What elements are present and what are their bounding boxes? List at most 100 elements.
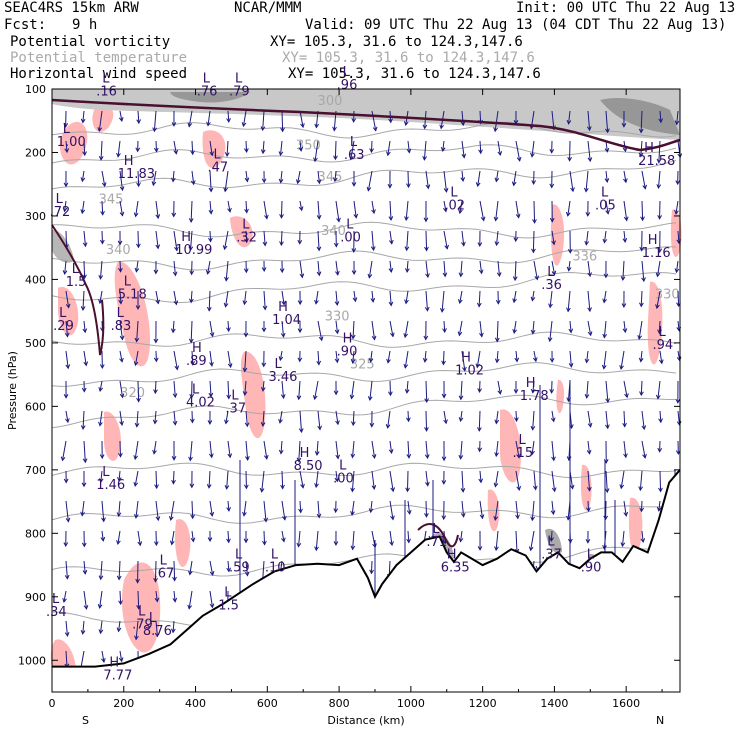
wind-arrowhead (189, 298, 194, 304)
wind-arrowhead (281, 300, 286, 306)
wind-vector (479, 200, 485, 221)
wind-vector (65, 230, 68, 249)
pv-extremum-value: .10 (265, 560, 286, 575)
wind-arrowhead (350, 511, 355, 516)
wind-arrowhead (226, 538, 231, 544)
wind-arrowhead (547, 337, 553, 343)
y-tick-label: 1000 (18, 654, 46, 667)
wind-vector (335, 260, 339, 275)
wind-arrowhead (388, 391, 393, 397)
wind-arrowhead (584, 240, 590, 246)
pv-low-marker: L (274, 357, 282, 372)
wind-vector (207, 260, 211, 274)
wind-vector (623, 170, 627, 183)
wind-arrowhead (621, 122, 627, 128)
wind-arrowhead (316, 214, 322, 220)
wind-vector (191, 170, 195, 185)
wind-vector (262, 410, 265, 426)
pv-high-marker: H (648, 233, 658, 248)
wind-arrowhead (208, 237, 213, 243)
wind-arrowhead (298, 508, 303, 514)
wind-vector (389, 200, 392, 221)
wind-arrowhead (568, 362, 574, 368)
wind-arrowhead (80, 511, 85, 517)
wind-vector (65, 500, 69, 522)
wind-arrowhead (209, 361, 214, 367)
wind-vector (640, 500, 643, 512)
wind-vector (134, 350, 139, 366)
theta-contour (51, 331, 677, 348)
wind-arrowhead (209, 511, 215, 517)
wind-vector (497, 260, 500, 277)
wind-arrowhead (82, 328, 88, 334)
wind-vector (585, 230, 589, 245)
wind-arrowhead (605, 398, 610, 404)
wind-vector (65, 650, 68, 668)
pv-low-marker: L (231, 389, 239, 404)
wind-vector (135, 200, 139, 217)
wind-arrowhead (494, 358, 500, 364)
wind-arrowhead (134, 337, 140, 343)
wind-arrowhead (460, 121, 466, 127)
wind-vector (134, 470, 139, 487)
pv-extremum-value: 4.02 (186, 395, 215, 410)
wind-arrowhead (353, 213, 359, 219)
wind-arrowhead (458, 395, 464, 401)
pv-extremum-value: .76 (197, 84, 218, 99)
wind-arrowhead (278, 418, 283, 424)
wind-arrowhead (62, 597, 67, 603)
field-theta-name: Potential temperature (10, 50, 188, 66)
wind-vector (659, 470, 662, 492)
pv-extremum-value: .47 (207, 161, 228, 176)
wind-vector (659, 410, 662, 423)
wind-vector (208, 290, 211, 311)
wind-vector (225, 410, 229, 424)
wind-arrowhead (298, 206, 304, 212)
wind-arrowhead (187, 122, 193, 128)
wind-arrowhead (566, 307, 571, 313)
wind-vector (641, 260, 645, 282)
pv-extremum-value: 3.46 (268, 370, 297, 385)
wind-vector (478, 290, 481, 307)
wind-arrowhead (300, 123, 305, 129)
wind-arrowhead (136, 397, 141, 403)
wind-vector (335, 470, 338, 482)
wind-arrowhead (423, 217, 429, 223)
wind-vector (623, 440, 627, 458)
wind-arrowhead (153, 147, 159, 153)
wind-vector (460, 410, 463, 422)
wind-vector (209, 350, 213, 366)
wind-arrowhead (62, 207, 68, 213)
wind-vector (370, 500, 373, 513)
wind-arrowhead (441, 393, 447, 399)
wind-vector (136, 320, 139, 342)
wind-vector (605, 470, 608, 493)
wind-arrowhead (190, 537, 196, 543)
wind-arrowhead (641, 425, 647, 431)
wind-arrowhead (619, 484, 625, 490)
wind-arrowhead (477, 546, 483, 551)
wind-arrowhead (118, 600, 123, 606)
pv-extremum-value: 1.16 (642, 246, 671, 261)
pv-low-marker: L (192, 382, 200, 397)
wind-vector (389, 260, 392, 272)
wind-arrowhead (622, 147, 628, 153)
wind-arrowhead (278, 178, 284, 184)
wind-vector (623, 410, 626, 427)
wind-vector (389, 500, 394, 520)
wind-vector (209, 500, 213, 516)
wind-vector (513, 290, 517, 303)
wind-arrowhead (300, 483, 305, 489)
wind-arrowhead (135, 147, 141, 153)
wind-arrowhead (515, 514, 520, 520)
wind-arrowhead (389, 541, 394, 547)
wind-arrowhead (260, 126, 266, 132)
wind-vector (496, 350, 499, 363)
wind-arrowhead (458, 454, 464, 460)
wind-arrowhead (512, 276, 518, 282)
pv-extremum-value: .67 (154, 567, 175, 582)
wind-vector (335, 410, 339, 425)
wind-vector (675, 200, 679, 214)
wind-arrowhead (603, 515, 609, 521)
wind-arrowhead (171, 122, 177, 127)
